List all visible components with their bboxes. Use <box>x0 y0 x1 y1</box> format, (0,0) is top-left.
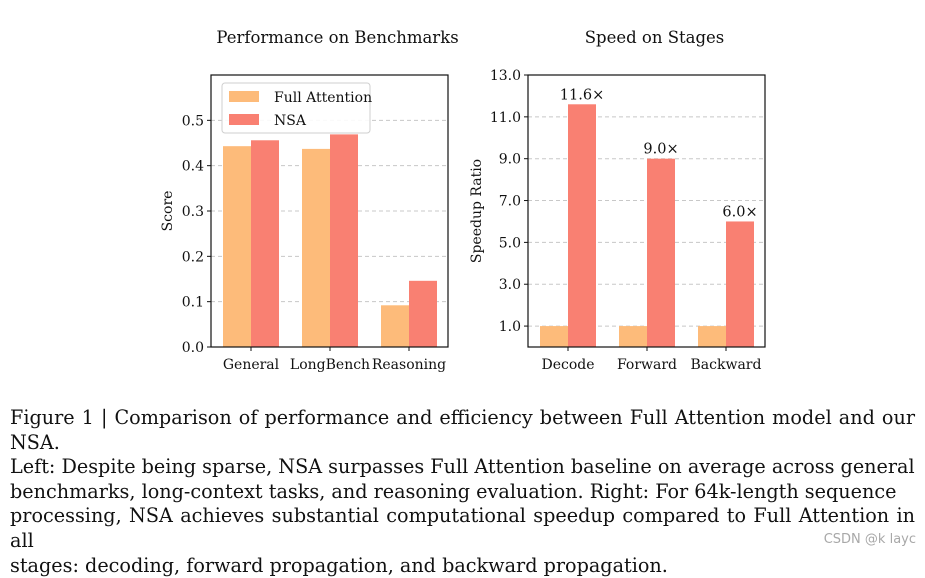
right-bar-nsa <box>647 158 675 347</box>
left-bar-nsa <box>251 140 279 347</box>
caption-line: stages: decoding, forward propagation, a… <box>10 553 668 577</box>
right-chart: 1.0 3.0 5.0 7.0 9.0 11.0 13.0 Decode 11.6× Forwar… <box>469 28 766 373</box>
legend-label: Full Attention <box>274 90 372 106</box>
right-y-axis-label: Speedup Ratio <box>469 159 485 263</box>
figure-caption: Figure 1 | Comparison of performance and… <box>10 406 915 578</box>
right-x-tick-label: Decode <box>541 357 594 373</box>
right-axes-frame <box>527 74 766 348</box>
left-y-tick-label: 0.5 <box>182 113 204 129</box>
caption-line: Left: Despite being sparse, NSA surpasse… <box>10 455 915 479</box>
right-y-tick-label: 11.0 <box>490 110 521 126</box>
legend-swatch <box>229 114 259 125</box>
right-bar-nsa <box>568 104 596 348</box>
right-bar-full-attention <box>540 326 568 347</box>
caption-line: Figure 1 | Comparison of performance and… <box>10 406 915 454</box>
left-chart-title: Performance on Benchmarks <box>216 28 458 47</box>
legend-swatch <box>229 91 259 102</box>
left-bar-full-attention <box>381 305 409 347</box>
right-y-tick-label: 7.0 <box>499 194 521 210</box>
right-y-tick-label: 9.0 <box>499 152 521 168</box>
left-axes-frame <box>210 74 449 348</box>
watermark: CSDN @k layc <box>823 532 916 547</box>
right-bar-full-attention <box>619 326 647 347</box>
right-data-label: 11.6× <box>560 87 604 103</box>
figure: 0.0 0.1 0.2 0.3 0.4 0.5 General LongBench Reason… <box>160 28 766 373</box>
left-y-tick-label: 0.3 <box>182 204 204 220</box>
left-x-tick-label: Reasoning <box>372 357 446 373</box>
right-bar-nsa <box>726 221 754 347</box>
legend-label: NSA <box>274 113 307 129</box>
left-y-tick-label: 0.2 <box>182 249 204 265</box>
right-x-tick-label: Backward <box>691 357 762 373</box>
left-y-axis-label: Score <box>160 191 176 232</box>
left-y-tick-label: 0.0 <box>182 340 204 356</box>
caption-line: benchmarks, long-context tasks, and reas… <box>10 479 897 503</box>
right-y-tick-label: 3.0 <box>499 277 521 293</box>
left-chart: 0.0 0.1 0.2 0.3 0.4 0.5 General LongBench Reason… <box>160 28 459 373</box>
right-x-tick-label: Forward <box>617 357 677 373</box>
left-bar-full-attention <box>302 148 330 347</box>
right-y-tick-label: 5.0 <box>499 235 521 251</box>
left-legend: Full Attention NSA <box>221 82 372 134</box>
left-y-tick-label: 0.1 <box>182 295 204 311</box>
left-x-tick-label: General <box>223 357 280 373</box>
right-y-tick-label: 1.0 <box>499 319 521 335</box>
left-y-tick-label: 0.4 <box>182 159 204 175</box>
right-y-tick-label: 13.0 <box>490 68 521 84</box>
left-x-tick-label: LongBench <box>290 357 370 373</box>
right-chart-title: Speed on Stages <box>585 28 725 47</box>
right-data-label: 6.0× <box>722 204 757 220</box>
left-bar-nsa <box>330 134 358 347</box>
left-bar-full-attention <box>223 146 251 347</box>
right-data-label: 9.0× <box>643 142 678 158</box>
left-bar-nsa <box>409 280 437 347</box>
caption-line: processing, NSA achieves substantial com… <box>10 504 915 552</box>
right-bar-full-attention <box>698 326 726 347</box>
